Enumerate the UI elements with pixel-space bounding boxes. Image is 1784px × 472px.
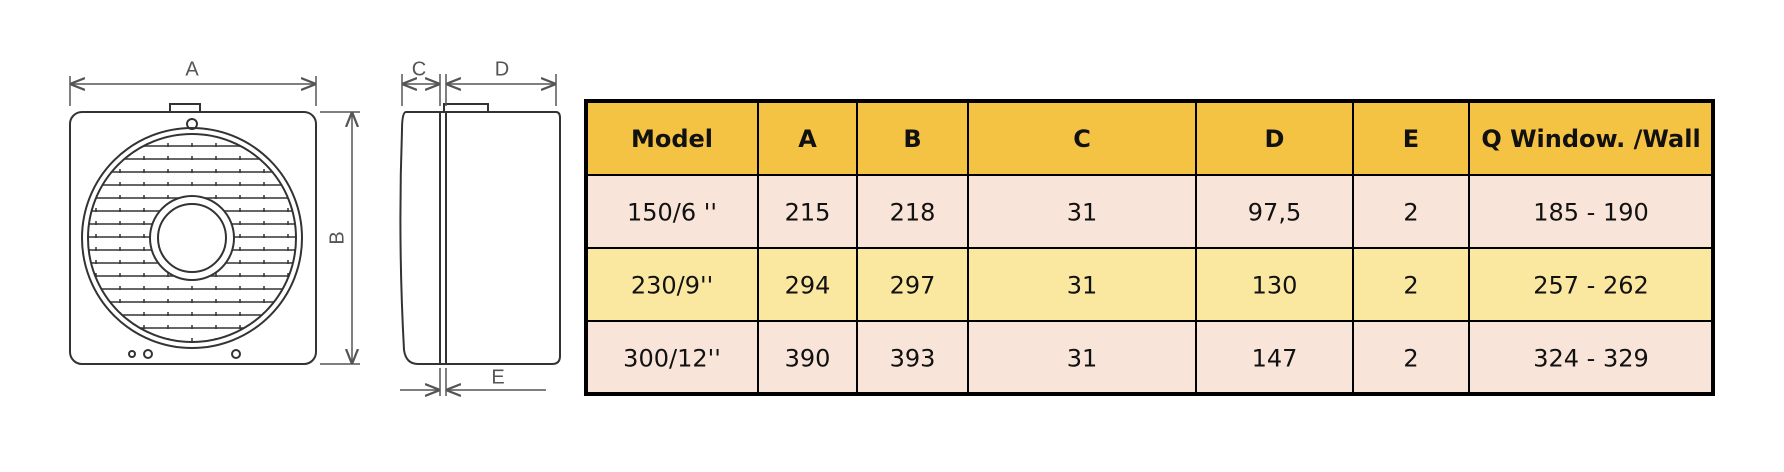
spec-table: Model A B C D E Q Window. /Wall 150/6 '' 215 218 3… bbox=[584, 99, 1715, 396]
header-cell: C bbox=[1073, 125, 1091, 153]
table-cell: 185 - 190 bbox=[1533, 199, 1649, 227]
table-cell: 257 - 262 bbox=[1533, 272, 1649, 300]
front-view bbox=[69, 103, 317, 365]
table-cell: 2 bbox=[1403, 272, 1418, 300]
table-cell: 297 bbox=[890, 272, 936, 300]
header-cell: A bbox=[798, 125, 817, 153]
table-cell: 150/6 '' bbox=[627, 199, 717, 227]
row-bg bbox=[586, 248, 1713, 321]
dim-label: A bbox=[185, 58, 199, 80]
table-cell: 31 bbox=[1067, 345, 1098, 373]
header-cell: Model bbox=[631, 125, 713, 153]
header-cell: Q Window. /Wall bbox=[1481, 125, 1700, 153]
table-cell: 147 bbox=[1252, 345, 1298, 373]
row-bg bbox=[586, 175, 1713, 248]
row-bg bbox=[586, 321, 1713, 394]
header-cell: D bbox=[1265, 125, 1285, 153]
header-bg bbox=[586, 101, 1713, 175]
header-cell: E bbox=[1403, 125, 1419, 153]
table-cell: 2 bbox=[1403, 199, 1418, 227]
dim-label: D bbox=[495, 58, 509, 80]
dim-label: C bbox=[412, 58, 426, 80]
table-cell: 97,5 bbox=[1248, 199, 1301, 227]
table-cell: 218 bbox=[890, 199, 936, 227]
table-cell: 31 bbox=[1067, 199, 1098, 227]
side-view bbox=[399, 103, 561, 365]
table-cell: 130 bbox=[1252, 272, 1298, 300]
table-cell: 31 bbox=[1067, 272, 1098, 300]
table-cell: 393 bbox=[890, 345, 936, 373]
table-border bbox=[584, 99, 1715, 396]
table-cell: 300/12'' bbox=[623, 345, 721, 373]
table-cell: 390 bbox=[785, 345, 831, 373]
table-cell: 215 bbox=[785, 199, 831, 227]
dim-label: E bbox=[491, 366, 504, 388]
table-cell: 2 bbox=[1403, 345, 1418, 373]
header-cell: B bbox=[903, 125, 921, 153]
table-cell: 230/9'' bbox=[631, 272, 713, 300]
dim-label: B bbox=[326, 231, 348, 244]
table-cell: 324 - 329 bbox=[1533, 345, 1649, 373]
dimension-lines bbox=[69, 74, 557, 396]
table-cell: 294 bbox=[785, 272, 831, 300]
